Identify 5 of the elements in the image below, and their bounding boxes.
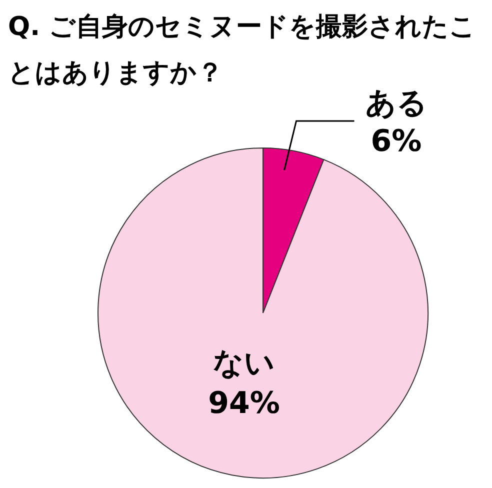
slice-label: ない (213, 346, 276, 381)
data-label: 6% (370, 124, 422, 159)
slice-label: ある (365, 86, 428, 121)
chart-title: Q. ご自身のセミヌードを撮影されたことはありますか？ (8, 12, 476, 88)
data-label: 94% (208, 386, 280, 421)
